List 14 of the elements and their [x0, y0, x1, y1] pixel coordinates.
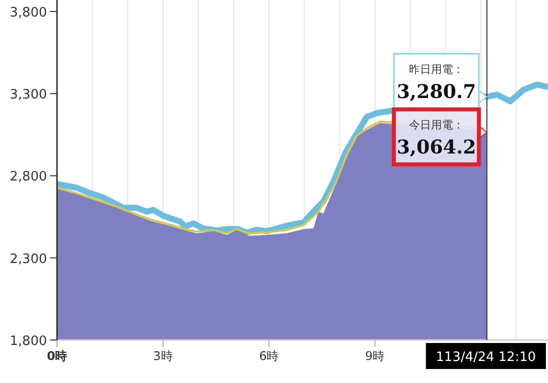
x-tick-label: 3時 [153, 349, 173, 363]
x-tick-label: 0時 [46, 349, 68, 363]
y-tick-label: 2,800 [10, 170, 47, 185]
x-tick-label: 9時 [365, 349, 385, 363]
y-tick-label: 3,300 [10, 88, 47, 103]
annotation: 3,280.7 [396, 80, 476, 103]
y-tick-label: 2,300 [10, 252, 47, 267]
x-tick-label: 6時 [259, 349, 279, 363]
y-tick-label: 1,800 [10, 334, 47, 349]
annotation: 今日用電： [408, 118, 464, 132]
annotation: 昨日用電： [408, 62, 464, 76]
ref-line-label: 113/4/24 12:10 [436, 350, 536, 365]
annotation: 3,064.2 [396, 136, 476, 158]
y-tick-label: 3,800 [10, 6, 47, 20]
